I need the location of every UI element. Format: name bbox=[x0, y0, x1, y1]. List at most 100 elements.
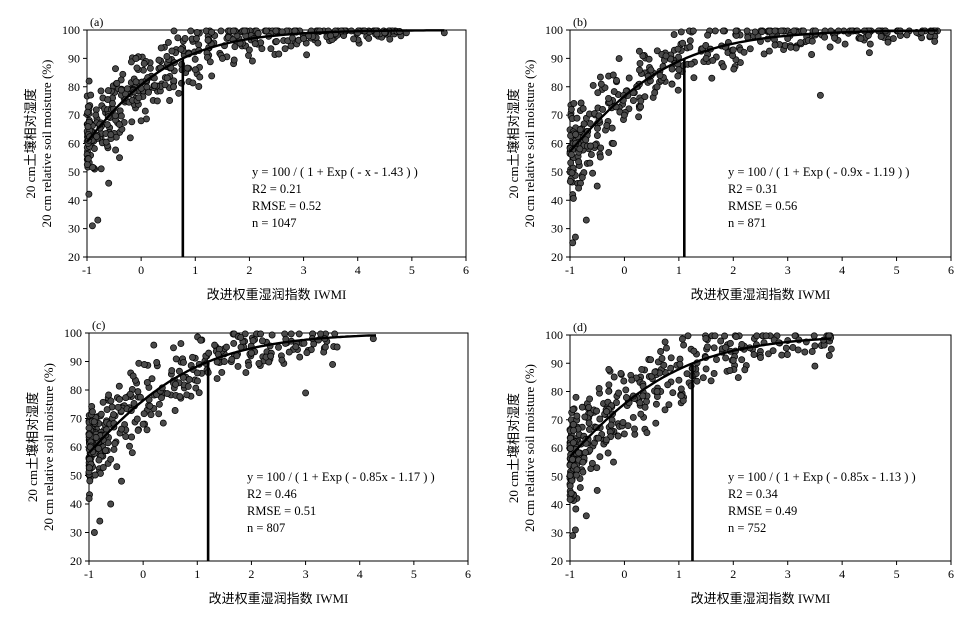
scatter-point bbox=[707, 377, 715, 385]
scatter-point bbox=[153, 359, 161, 366]
scatter-point bbox=[674, 72, 682, 80]
scatter-point bbox=[639, 52, 647, 60]
panel-label: (d) bbox=[573, 320, 587, 334]
scatter-point bbox=[610, 458, 617, 466]
rmse: RMSE = 0.56 bbox=[728, 199, 797, 213]
y-tick-label: 20 bbox=[70, 554, 82, 568]
scatter-point bbox=[678, 335, 686, 343]
y-tick-label: 20 bbox=[551, 250, 563, 264]
scatter-point bbox=[588, 459, 596, 467]
scatter-point bbox=[267, 45, 275, 53]
scatter-point bbox=[566, 177, 574, 185]
scatter-point bbox=[254, 30, 262, 37]
scatter-point bbox=[193, 35, 200, 43]
scatter-point bbox=[738, 356, 746, 364]
scatter-point bbox=[87, 91, 95, 99]
scatter-point bbox=[586, 395, 594, 403]
scatter-point bbox=[669, 389, 677, 397]
scatter-point bbox=[117, 86, 125, 94]
scatter-point bbox=[615, 389, 623, 397]
x-tick-label: 4 bbox=[357, 567, 363, 581]
scatter-point bbox=[139, 420, 147, 428]
y-tick-label: 40 bbox=[68, 193, 80, 207]
scatter-point bbox=[105, 391, 113, 399]
scatter-point bbox=[699, 374, 707, 382]
y-axis-title-cn: 20 cm土壤相对湿度 bbox=[506, 393, 521, 503]
scatter-point bbox=[605, 365, 613, 373]
y-tick-label: 100 bbox=[545, 328, 563, 342]
scatter-point bbox=[711, 332, 719, 340]
scatter-point bbox=[765, 47, 773, 55]
scatter-point bbox=[126, 442, 133, 450]
scatter-point bbox=[605, 387, 613, 395]
scatter-point bbox=[116, 154, 123, 162]
scatter-point bbox=[230, 56, 238, 64]
scatter-point bbox=[816, 91, 824, 99]
scatter-point bbox=[151, 82, 159, 90]
x-tick-label: 2 bbox=[248, 567, 254, 581]
scatter-point bbox=[602, 436, 610, 444]
scatter-point bbox=[99, 464, 107, 471]
scatter-point bbox=[205, 349, 213, 357]
scatter-point bbox=[130, 399, 138, 407]
scatter-point bbox=[719, 63, 727, 71]
scatter-point bbox=[620, 377, 628, 385]
y-tick-label: 80 bbox=[551, 385, 563, 399]
fit-curve bbox=[88, 334, 377, 454]
scatter-point bbox=[386, 35, 394, 43]
scatter-point bbox=[296, 353, 304, 361]
x-axis-title: 改进权重湿润指数 IWMI bbox=[209, 591, 349, 606]
x-tick-label: 6 bbox=[463, 263, 469, 277]
scatter-point bbox=[674, 45, 682, 53]
x-tick-label: 3 bbox=[785, 567, 791, 581]
scatter-point bbox=[677, 392, 685, 400]
scatter-point bbox=[713, 356, 720, 363]
scatter-point bbox=[94, 216, 102, 224]
fit-formula: y = 100 / ( 1 + Exp ( - 0.85x - 1.13 ) ) bbox=[728, 470, 916, 484]
scatter-point bbox=[617, 370, 625, 377]
rmse: RMSE = 0.51 bbox=[247, 504, 316, 518]
scatter-point bbox=[653, 47, 661, 55]
scatter-point bbox=[157, 44, 165, 52]
y-tick-label: 60 bbox=[68, 137, 80, 151]
sample-size: n = 871 bbox=[728, 216, 766, 230]
scatter-point bbox=[321, 343, 329, 351]
scatter-point bbox=[677, 28, 685, 36]
x-tick-label: 1 bbox=[194, 567, 200, 581]
scatter-point bbox=[105, 179, 113, 187]
scatter-point bbox=[208, 28, 216, 36]
scatter-point bbox=[586, 159, 594, 167]
fit-formula: y = 100 / ( 1 + Exp ( - 0.9x - 1.19 ) ) bbox=[728, 165, 909, 179]
y-tick-label: 80 bbox=[551, 80, 563, 94]
scatter-point bbox=[702, 54, 710, 62]
scatter-point bbox=[285, 348, 293, 356]
scatter-point bbox=[135, 359, 143, 367]
fit-curve bbox=[86, 29, 445, 143]
sample-size: n = 1047 bbox=[252, 216, 297, 230]
y-tick-label: 20 bbox=[68, 250, 80, 264]
scatter-point bbox=[195, 389, 203, 397]
scatter-point bbox=[164, 38, 172, 46]
scatter-point bbox=[570, 99, 578, 107]
scatter-points bbox=[566, 27, 941, 247]
scatter-point bbox=[665, 401, 673, 409]
scatter-point bbox=[172, 355, 180, 363]
scatter-point bbox=[686, 43, 694, 51]
scatter-point bbox=[661, 406, 669, 414]
y-axis-title-en: 20 cm relative soil moisture (%) bbox=[41, 363, 56, 531]
scatter-point bbox=[594, 124, 601, 132]
x-tick-label: 3 bbox=[303, 567, 309, 581]
scatter-point bbox=[193, 29, 201, 36]
scatter-point bbox=[636, 59, 644, 67]
scatter-point bbox=[704, 343, 711, 351]
scatter-point bbox=[722, 344, 729, 352]
scatter-point bbox=[758, 28, 766, 36]
scatter-point bbox=[684, 332, 692, 340]
scatter-point bbox=[127, 58, 135, 66]
scatter-point bbox=[168, 47, 176, 55]
scatter-point bbox=[281, 45, 289, 53]
scatter-point bbox=[668, 65, 676, 73]
scatter-point bbox=[569, 532, 577, 540]
scatter-point bbox=[273, 37, 280, 45]
scatter-point bbox=[171, 407, 179, 414]
